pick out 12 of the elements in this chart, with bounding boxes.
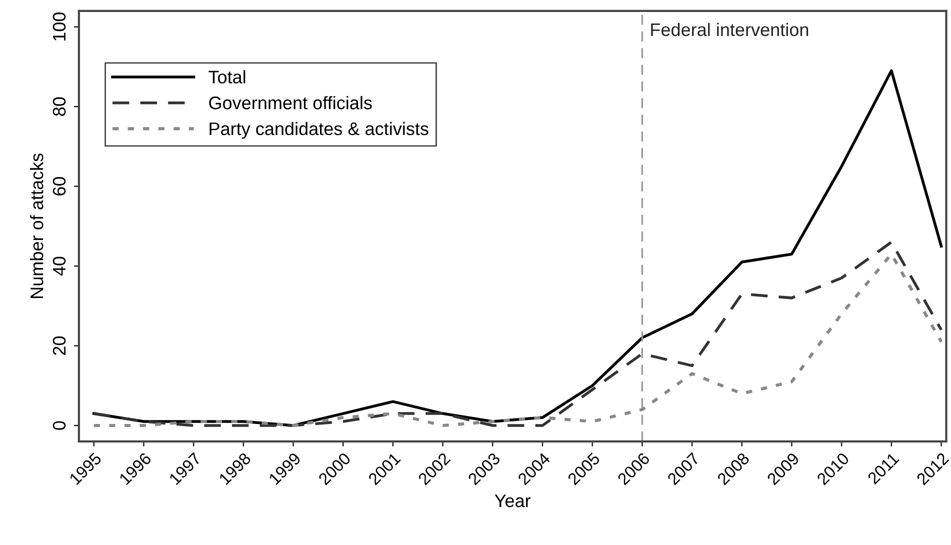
- y-tick-label: 100: [52, 12, 66, 41]
- ref-line-label: Federal intervention: [651, 22, 808, 36]
- y-axis-title: Number of attacks: [30, 154, 44, 298]
- legend-label: Government officials: [209, 96, 372, 110]
- legend-label: Party candidates & activists: [210, 122, 428, 139]
- y-tick-label: 60: [52, 176, 66, 196]
- y-tick-label: 80: [52, 97, 66, 116]
- y-tick-label: 20: [52, 336, 66, 355]
- legend-label: Total: [208, 70, 246, 84]
- y-tick-label: 40: [52, 256, 66, 276]
- x-axis-title: Year: [494, 494, 531, 508]
- y-tick-label: 0: [52, 421, 66, 430]
